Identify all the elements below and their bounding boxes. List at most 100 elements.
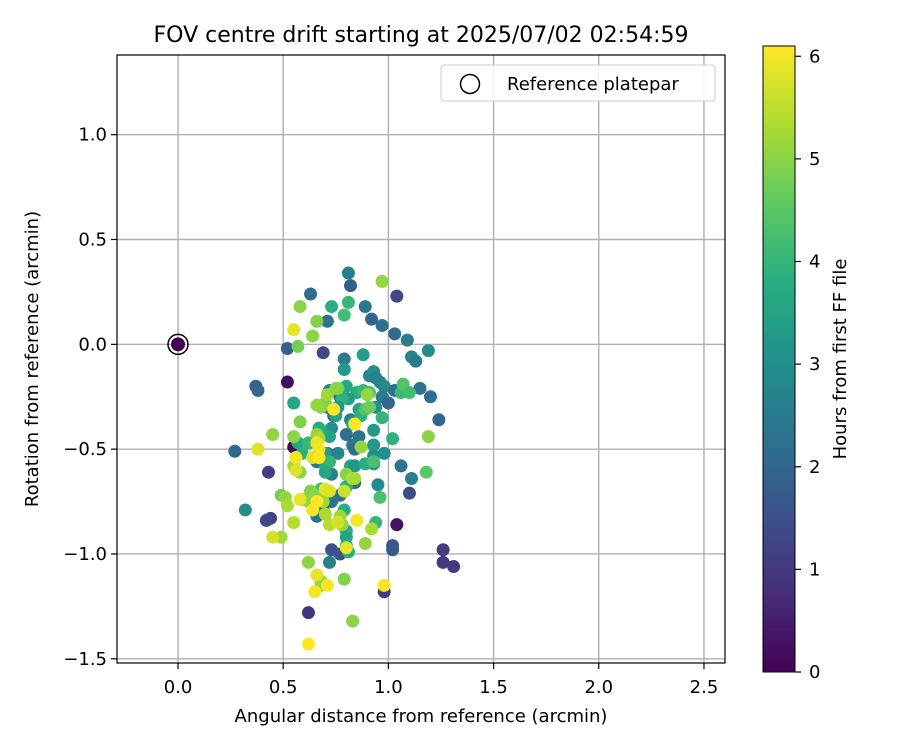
x-tick-label: 2.5 [690, 677, 719, 698]
data-point [390, 289, 404, 303]
data-point [331, 516, 345, 530]
data-point [341, 295, 355, 309]
legend-entry: Reference platepar [507, 74, 679, 95]
data-point [346, 614, 360, 628]
data-point [301, 606, 315, 620]
data-point [360, 388, 374, 402]
y-axis-ticks: −1.5 −1.0 −0.5 0.0 0.5 1.0 [63, 125, 117, 670]
data-point [329, 381, 343, 395]
data-point [350, 513, 364, 527]
data-point [337, 484, 351, 498]
data-point [293, 415, 307, 429]
colorbar-ticks: 0 1 2 3 4 5 6 [795, 46, 820, 683]
plot-frame [116, 54, 726, 664]
data-point [386, 432, 400, 446]
data-point [259, 513, 273, 527]
colorbar-tick-label: 5 [809, 149, 820, 170]
data-point [310, 398, 324, 412]
data-point [287, 396, 301, 410]
y-tick-label: −1.0 [63, 544, 107, 565]
data-point [377, 446, 391, 460]
data-point [310, 314, 324, 328]
colorbar-tick-label: 2 [809, 457, 820, 478]
data-point [310, 495, 324, 509]
data-point [238, 503, 252, 517]
data-point [348, 417, 362, 431]
data-point [312, 451, 326, 465]
chart-title: FOV centre drift starting at 2025/07/02 … [154, 23, 689, 48]
x-tick-label: 0.0 [164, 677, 193, 698]
data-point [280, 375, 294, 389]
data-point [421, 344, 435, 358]
data-point [322, 455, 336, 469]
data-point [327, 402, 341, 416]
data-point [341, 266, 355, 280]
data-point [293, 300, 307, 314]
y-tick-label: 0.0 [78, 334, 107, 355]
colorbar: 0 1 2 3 4 5 6 Hours from first FF file [762, 45, 851, 683]
colorbar-label: Hours from first FF file [830, 259, 851, 460]
data-point [365, 522, 379, 536]
data-point [390, 518, 404, 532]
data-point [251, 442, 265, 456]
legend: Reference platepar [440, 64, 716, 102]
data-point [304, 287, 318, 301]
data-point [381, 396, 395, 410]
data-point [316, 346, 330, 360]
grid-lines [117, 55, 725, 663]
data-point [413, 381, 427, 395]
data-point [228, 444, 242, 458]
y-tick-label: −1.5 [63, 649, 107, 670]
data-point [310, 568, 324, 582]
data-point [287, 430, 301, 444]
data-point [348, 459, 362, 473]
data-point [266, 427, 280, 441]
data-point [375, 274, 389, 288]
data-point [421, 430, 435, 444]
colorbar-tick-label: 6 [809, 46, 820, 67]
data-point [261, 465, 275, 479]
colorbar-tick-label: 3 [809, 354, 820, 375]
reference-marker [171, 337, 186, 352]
data-point [339, 427, 353, 441]
y-tick-label: 1.0 [78, 125, 107, 146]
data-point [377, 578, 391, 592]
data-point [402, 386, 416, 400]
colorbar-tick-label: 4 [809, 252, 820, 273]
data-point [337, 362, 351, 376]
data-point [419, 465, 433, 479]
data-point [436, 543, 450, 557]
data-points [228, 266, 461, 651]
y-tick-label: −0.5 [63, 439, 107, 460]
reference-point [167, 333, 189, 356]
data-point [377, 379, 391, 393]
data-point [375, 318, 389, 332]
data-point [400, 333, 414, 347]
data-point [394, 459, 408, 473]
data-point [344, 279, 358, 293]
data-point [348, 472, 362, 486]
data-point [367, 438, 381, 452]
data-point [318, 507, 332, 521]
data-point [423, 390, 437, 404]
data-point [322, 555, 336, 569]
x-tick-label: 1.5 [479, 677, 508, 698]
data-point [339, 541, 353, 555]
x-axis-ticks: 0.0 0.5 1.0 1.5 2.0 2.5 [164, 663, 719, 698]
data-point [322, 484, 336, 498]
data-point [354, 440, 368, 454]
data-point [356, 348, 370, 362]
data-point [337, 352, 351, 366]
data-point [337, 572, 351, 586]
y-axis-label: Rotation from reference (arcmin) [22, 211, 43, 507]
reference-ring [167, 333, 189, 356]
data-point [320, 314, 334, 328]
data-point [331, 446, 345, 460]
data-point [436, 555, 450, 569]
legend-marker [459, 73, 481, 95]
data-point [287, 516, 301, 530]
y-tick-label: 0.5 [78, 229, 107, 250]
colorbar-gradient [762, 45, 796, 673]
data-point [280, 499, 294, 513]
